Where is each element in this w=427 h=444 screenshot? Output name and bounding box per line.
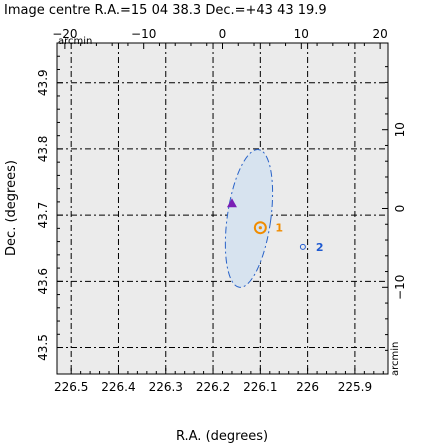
top-axis-unit-label: arcmin [58, 36, 92, 47]
marker-label-source-2: 2 [316, 241, 324, 254]
x-tick-label-0: 226.5 [54, 380, 88, 394]
x-tick-label-6: 225.9 [338, 380, 372, 394]
marker-image-centre [226, 198, 237, 208]
top-tick-label-4: 20 [372, 27, 387, 41]
y-tick-label-4: 43.9 [36, 69, 50, 96]
top-tick-label-2: 0 [219, 27, 227, 41]
right-axis-unit-label: arcmin [390, 342, 401, 376]
right-tick-label-0: −10 [393, 275, 407, 300]
marker-source-1-dot [258, 226, 262, 230]
marker-source-2 [299, 243, 306, 250]
top-tick-label-1: −10 [131, 27, 156, 41]
marker-source-1 [253, 221, 267, 235]
y-tick-label-0: 43.5 [36, 334, 50, 361]
y-axis-label: Dec. (degrees) [4, 160, 19, 256]
right-tick-label-1: 0 [393, 205, 407, 213]
x-tick-label-2: 226.3 [149, 380, 183, 394]
error-ellipse-layer [224, 149, 274, 288]
right-tick-label-2: 10 [393, 122, 407, 137]
y-tick-label-2: 43.7 [36, 202, 50, 229]
y-tick-label-1: 43.6 [36, 268, 50, 295]
tick-layer: 226.5 226.4 226.3 226.2 226.1 226 225.9 43.5 43.… [36, 27, 407, 394]
chart-title: Image centre R.A.=15 04 38.3 Dec.=+43 43… [4, 3, 327, 18]
x-tick-label-3: 226.2 [196, 380, 230, 394]
grid-layer [57, 43, 388, 374]
top-tick-label-0: −20 [52, 27, 77, 41]
plot-frame [56, 42, 389, 375]
marker-label-source-1: 1 [275, 222, 283, 235]
x-tick-label-4: 226.1 [243, 380, 277, 394]
y-tick-label-3: 43.8 [36, 136, 50, 163]
x-axis-label: R.A. (degrees) [176, 429, 268, 444]
marker-layer: 12 [226, 198, 324, 254]
top-tick-label-3: 10 [294, 27, 309, 41]
x-tick-label-5: 226 [296, 380, 319, 394]
error-ellipse [224, 149, 274, 288]
x-tick-label-1: 226.4 [101, 380, 135, 394]
